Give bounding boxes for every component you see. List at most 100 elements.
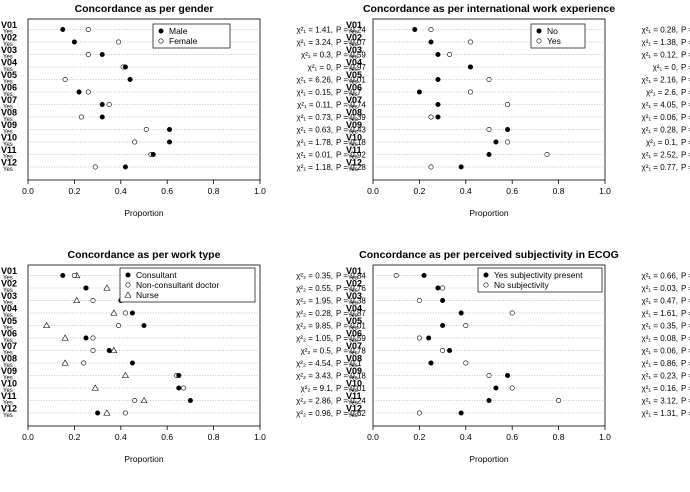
category-label: V08 [346, 354, 362, 364]
x-tick-label: 1.0 [599, 432, 611, 442]
category-label: V05 [346, 316, 362, 326]
legend-marker [536, 28, 542, 34]
stat-chi: χ²₂ = 0.28, [296, 309, 333, 318]
category-sublabel: Yes [3, 92, 13, 98]
stat-p: P = 0.49 [681, 297, 690, 306]
category-sublabel: Yes [348, 388, 358, 394]
stat-chi: χ²₁ = 1.78, [297, 138, 333, 147]
data-point [78, 114, 84, 120]
stat-chi: χ²₂ = 9.85, [296, 322, 333, 331]
category-sublabel: Yes [348, 167, 358, 173]
data-point [85, 26, 91, 32]
category-label: V03 [346, 45, 362, 55]
category-sublabel: Yes [348, 42, 358, 48]
legend-label: Consultant [136, 270, 177, 280]
category-sublabel: Yes [348, 401, 358, 407]
stat-p: P = 0.92 [336, 151, 366, 160]
data-point [76, 89, 82, 95]
stat-p: P = 0.59 [336, 334, 366, 343]
data-point [85, 89, 91, 95]
stat-chi: χ²₁ = 1.31, [642, 409, 678, 418]
category-sublabel: Yes [348, 326, 358, 332]
stat-p: P = 0.07 [336, 38, 366, 47]
data-point [60, 272, 66, 278]
stat-p: P = 0.59 [336, 51, 366, 60]
data-point [180, 385, 186, 391]
stat-p: P = 0.14 [681, 76, 690, 85]
category-label: V12 [1, 404, 17, 414]
category-label: V02 [1, 279, 17, 289]
data-point [467, 39, 473, 45]
data-point [486, 398, 492, 404]
stat-p: P = 0.63 [681, 372, 690, 381]
stat-chi: χ²₁ = 1.41, [297, 26, 333, 35]
data-point [122, 410, 128, 416]
category-label: V08 [1, 354, 17, 364]
stat-p: P = 0.08 [681, 397, 690, 406]
legend-marker [125, 272, 131, 278]
chart-title: Concordance as per international work ex… [363, 3, 615, 15]
category-label: V06 [346, 329, 362, 339]
stat-p: P = 0.77 [681, 334, 690, 343]
stat-chi: χ²₁ = 0.28, [642, 126, 678, 135]
category-sublabel: Yes [3, 326, 13, 332]
stat-p: P = 0.1 [336, 359, 362, 368]
category-sublabel: Yes [348, 351, 358, 357]
category-label: V11 [346, 145, 362, 155]
stat-p: P = 0.01 [336, 384, 366, 393]
stat-p: P = 0.38 [336, 297, 366, 306]
data-point [509, 310, 515, 316]
stat-chi: χ²₁ = 1.38, [642, 38, 678, 47]
category-sublabel: Yes [3, 388, 13, 394]
category-label: V03 [346, 291, 362, 301]
category-sublabel: Yes [3, 351, 13, 357]
stat-chi: χ²₁ = 3.24, [297, 38, 333, 47]
stat-p: P = 0.75 [681, 138, 690, 147]
data-point [486, 127, 492, 133]
category-sublabel: Yes [3, 288, 13, 294]
category-sublabel: Yes [3, 276, 13, 282]
plot-frame [27, 264, 261, 427]
legend-box [477, 267, 603, 293]
data-point [412, 26, 418, 32]
category-label: V10 [1, 133, 17, 143]
x-tick-label: 0.2 [68, 432, 80, 442]
data-point [428, 360, 434, 366]
data-point [493, 385, 499, 391]
stat-p: P = 0.84 [336, 272, 366, 281]
data-point [132, 398, 138, 404]
category-sublabel: Yes [348, 130, 358, 136]
category-sublabel: Yes [348, 376, 358, 382]
category-label: V10 [346, 379, 362, 389]
legend-marker [158, 28, 164, 34]
data-point [556, 398, 562, 404]
data-point [106, 102, 112, 108]
stat-chi: χ²₁ = 0.63, [297, 126, 333, 135]
x-axis-label: Proportion [469, 208, 508, 218]
data-point [428, 164, 434, 170]
data-point [90, 297, 96, 303]
data-point [505, 127, 511, 133]
stat-chi: χ²₁ = 0.35, [642, 322, 678, 331]
stat-p: P = 0.18 [336, 138, 366, 147]
category-sublabel: Yes [3, 142, 13, 148]
stat-p: P = 0.7 [336, 88, 362, 97]
legend-marker [125, 282, 131, 288]
data-point [150, 152, 156, 158]
stat-p: P = 0.97 [336, 63, 366, 72]
stat-p: P = 0.81 [681, 113, 690, 122]
data-point [103, 409, 111, 416]
data-point [458, 310, 464, 316]
stat-p: P = 0.76 [336, 284, 366, 293]
stat-chi: χ²₁ = 0.08, [642, 334, 678, 343]
data-point [493, 139, 499, 145]
stat-p: P = 0.59 [681, 26, 690, 35]
category-label: V10 [346, 133, 362, 143]
category-label: V12 [1, 158, 17, 168]
category-sublabel: Yes [348, 142, 358, 148]
data-point [187, 398, 193, 404]
stat-chi: χ²₁ = 0.15, [297, 88, 333, 97]
category-sublabel: Yes [348, 80, 358, 86]
